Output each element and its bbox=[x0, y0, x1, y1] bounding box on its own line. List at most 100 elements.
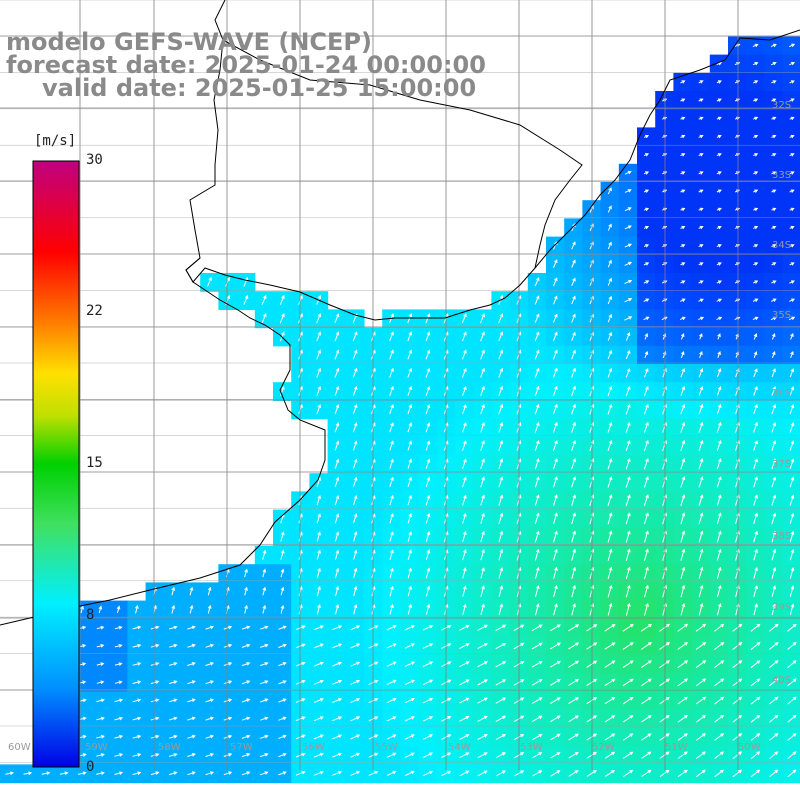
wind-arrowhead bbox=[645, 262, 650, 266]
wind-arrow bbox=[659, 623, 670, 632]
wind-arrow bbox=[625, 549, 630, 561]
wind-arrowhead bbox=[426, 440, 431, 445]
wind-arrowhead bbox=[720, 660, 725, 664]
wind-arrow bbox=[407, 441, 412, 451]
wind-arrow bbox=[243, 277, 248, 287]
wind-arrow bbox=[407, 404, 412, 415]
wind-arrowhead bbox=[301, 752, 306, 757]
wind-arrowhead bbox=[574, 733, 579, 738]
wind-arrow bbox=[278, 680, 286, 685]
wind-arrowhead bbox=[554, 331, 558, 336]
wind-arrow bbox=[677, 696, 688, 705]
wind-arrow bbox=[589, 278, 594, 286]
wind-arrowhead bbox=[535, 530, 540, 535]
wind-arrowhead bbox=[356, 625, 361, 629]
wind-arrow bbox=[607, 603, 612, 616]
wind-arrowhead bbox=[627, 512, 631, 517]
wind-arrow bbox=[571, 350, 576, 360]
wind-arrow bbox=[789, 549, 794, 561]
wind-arrow bbox=[625, 404, 631, 415]
wind-arrowhead bbox=[426, 313, 431, 318]
wind-arrowhead bbox=[772, 134, 777, 139]
wind-arrow bbox=[732, 660, 742, 669]
wind-arrowhead bbox=[663, 385, 667, 390]
wind-arrowhead bbox=[155, 625, 160, 630]
wind-arrow bbox=[150, 771, 159, 776]
wind-arrowhead bbox=[790, 567, 795, 572]
wind-arrow bbox=[753, 513, 758, 525]
wind-arrow bbox=[425, 568, 430, 579]
wind-arrowhead bbox=[353, 567, 358, 572]
wind-arrowhead bbox=[429, 661, 434, 665]
wind-arrow bbox=[789, 422, 794, 433]
wind-arrow bbox=[223, 680, 232, 685]
wind-arrow bbox=[459, 770, 469, 777]
wind-arrowhead bbox=[627, 243, 632, 247]
wind-arrowhead bbox=[772, 298, 777, 302]
model-title: modelo GEFS-WAVE (NCEP) bbox=[6, 28, 372, 56]
wind-arrowhead bbox=[338, 770, 343, 775]
wind-arrow bbox=[607, 332, 612, 341]
wind-arrowhead bbox=[463, 549, 467, 554]
wind-arrow bbox=[534, 404, 540, 415]
wind-arrowhead bbox=[717, 386, 722, 391]
wind-arrowhead bbox=[481, 313, 485, 318]
wind-arrowhead bbox=[575, 624, 580, 628]
wind-arrow bbox=[624, 225, 632, 230]
wind-arrowhead bbox=[135, 604, 139, 609]
wind-arrowhead bbox=[556, 752, 561, 756]
wind-arrowhead bbox=[699, 134, 704, 139]
wind-arrowhead bbox=[118, 680, 123, 685]
wind-arrow bbox=[607, 531, 612, 543]
wind-arrowhead bbox=[772, 225, 777, 230]
wind-arrowhead bbox=[717, 189, 722, 193]
wind-arrowhead bbox=[155, 698, 160, 703]
wind-arrowhead bbox=[572, 259, 576, 264]
wind-arrowhead bbox=[463, 512, 467, 517]
wind-arrow bbox=[80, 606, 84, 614]
wind-arrow bbox=[407, 513, 412, 524]
wind-arrow bbox=[353, 586, 357, 597]
wind-arrowhead bbox=[738, 641, 743, 646]
wind-arrowhead bbox=[481, 548, 485, 554]
wind-arrowhead bbox=[645, 367, 649, 372]
wind-arrow bbox=[625, 476, 631, 488]
wind-arrowhead bbox=[374, 679, 379, 684]
wind-arrow bbox=[150, 626, 159, 630]
wind-arrow bbox=[477, 734, 488, 740]
wind-arrowhead bbox=[572, 458, 576, 463]
wind-arrowhead bbox=[645, 134, 650, 139]
wind-arrow bbox=[568, 733, 579, 741]
wind-arrowhead bbox=[338, 625, 343, 629]
wind-arrowhead bbox=[645, 548, 649, 553]
wind-arrow bbox=[422, 716, 433, 722]
wind-arrow bbox=[550, 679, 561, 686]
wind-arrowhead bbox=[499, 548, 504, 553]
wind-arrowhead bbox=[645, 602, 649, 607]
wind-arrowhead bbox=[535, 331, 540, 336]
wind-arrow bbox=[352, 332, 358, 342]
wind-arrow bbox=[169, 735, 177, 739]
wind-arrow bbox=[389, 423, 394, 433]
wind-arrow bbox=[480, 477, 485, 488]
wind-arrowhead bbox=[792, 660, 797, 664]
wind-arrowhead bbox=[629, 678, 634, 683]
wind-arrowhead bbox=[608, 548, 613, 553]
wind-arrow bbox=[552, 386, 558, 397]
wind-arrow bbox=[644, 351, 648, 359]
wind-arrowhead bbox=[572, 584, 576, 589]
wind-arrow bbox=[316, 550, 321, 560]
wind-arrow bbox=[386, 771, 396, 776]
wind-arrowhead bbox=[426, 476, 431, 481]
wind-arrowhead bbox=[572, 313, 576, 318]
wind-arrowhead bbox=[699, 351, 703, 356]
wind-arrowhead bbox=[629, 751, 634, 756]
wind-arrowhead bbox=[717, 98, 722, 102]
wind-arrowhead bbox=[611, 642, 616, 646]
wind-arrow bbox=[625, 350, 630, 360]
wind-arrow bbox=[114, 699, 123, 703]
wind-arrowhead bbox=[209, 643, 214, 648]
wind-arrowhead bbox=[244, 568, 248, 573]
wind-arrowhead bbox=[335, 404, 340, 409]
wind-arrow bbox=[316, 514, 321, 524]
